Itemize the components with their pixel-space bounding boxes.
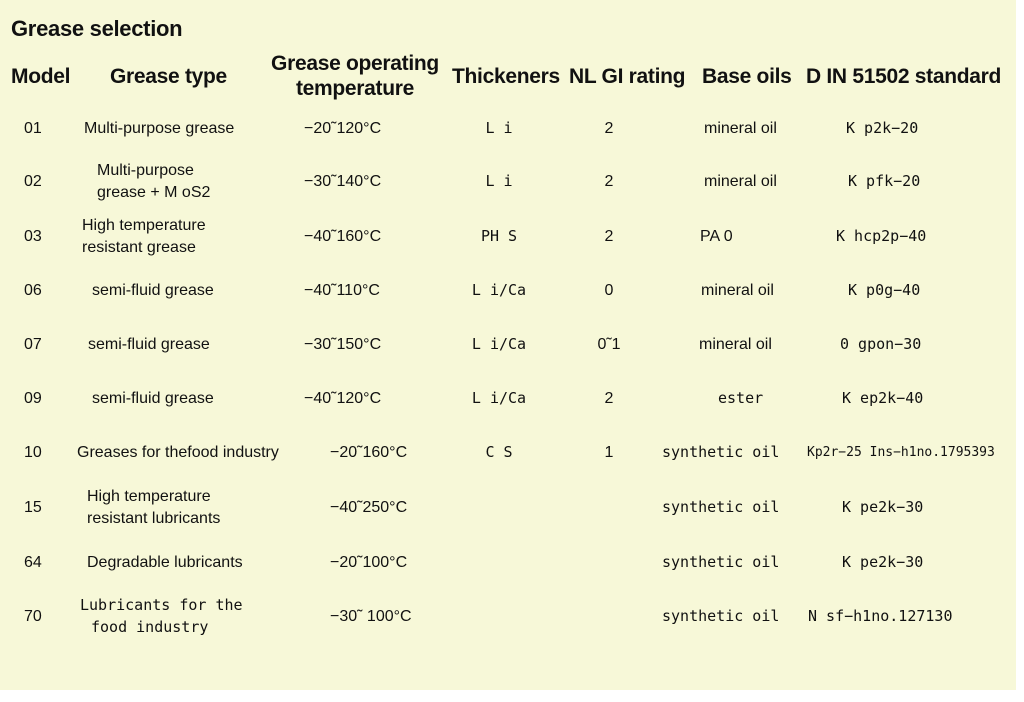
cell-grease-type: Multi-purpose xyxy=(97,162,194,179)
page-border-right xyxy=(1016,0,1024,702)
cell-model: 01 xyxy=(24,120,42,137)
cell-nlgi-rating: 2 xyxy=(604,173,614,190)
cell-model: 06 xyxy=(24,282,42,299)
page-border-bottom xyxy=(0,690,1024,702)
cell-din-standard: Kp2r−25 Ins−h1no.1795393 xyxy=(807,445,995,460)
cell-grease-type: food industry xyxy=(91,618,209,636)
cell-grease-type: resistant grease xyxy=(82,239,196,256)
cell-thickener: L i/Ca xyxy=(471,389,527,407)
cell-grease-type: High temperature xyxy=(82,217,206,234)
header-base-oils: Base oils xyxy=(702,65,792,88)
cell-nlgi-rating: 0 xyxy=(604,282,614,299)
cell-temperature: −20˜100°C xyxy=(330,554,408,571)
cell-thickener: L i xyxy=(485,172,513,190)
header-operating-temperature: Grease operating temperature xyxy=(268,51,442,101)
cell-din-standard: K pfk−20 xyxy=(848,172,921,190)
header-nlgi-rating: NL GI rating xyxy=(569,65,686,88)
cell-nlgi-rating: 2 xyxy=(604,120,614,137)
cell-grease-type: Degradable lubricants xyxy=(87,554,243,571)
cell-thickener: PH S xyxy=(480,227,518,245)
cell-temperature: −30˜140°C xyxy=(304,173,382,190)
cell-temperature: −20˜160°C xyxy=(330,444,408,461)
cell-model: 70 xyxy=(24,608,42,625)
cell-model: 07 xyxy=(24,336,42,353)
cell-thickener: L i/Ca xyxy=(471,281,527,299)
cell-nlgi-rating: 2 xyxy=(604,228,614,245)
cell-base-oil: synthetic oil xyxy=(662,607,780,625)
cell-model: 64 xyxy=(24,554,42,571)
cell-grease-type: resistant lubricants xyxy=(87,510,221,527)
cell-grease-type: semi-fluid grease xyxy=(92,282,214,299)
cell-base-oil: ester xyxy=(718,389,764,407)
header-thickeners: Thickeners xyxy=(452,65,560,88)
cell-grease-type: High temperature xyxy=(87,488,211,505)
cell-model: 09 xyxy=(24,390,42,407)
cell-din-standard: K p0g−40 xyxy=(848,281,921,299)
header-operating-temperature-line2: temperature xyxy=(295,77,415,100)
header-model: Model xyxy=(11,65,71,88)
page-title: Grease selection xyxy=(11,16,183,41)
cell-din-standard: K pe2k−30 xyxy=(842,498,924,516)
cell-model: 10 xyxy=(24,444,42,461)
cell-model: 02 xyxy=(24,173,42,190)
cell-base-oil: mineral oil xyxy=(699,336,772,353)
header-din-standard: D IN 51502 standard xyxy=(806,65,1002,88)
cell-grease-type: grease + M oS2 xyxy=(97,184,211,201)
cell-din-standard: 0 gpon−30 xyxy=(840,335,922,353)
cell-temperature: −40˜160°C xyxy=(304,228,382,245)
page-background xyxy=(0,0,1016,690)
cell-grease-type: semi-fluid grease xyxy=(88,336,210,353)
cell-din-standard: K hcp2p−40 xyxy=(836,227,927,245)
cell-thickener: C S xyxy=(485,443,513,461)
cell-model: 03 xyxy=(24,228,42,245)
cell-nlgi-rating: 2 xyxy=(604,390,614,407)
cell-din-standard: K p2k−20 xyxy=(846,119,919,137)
cell-base-oil: synthetic oil xyxy=(662,553,780,571)
cell-base-oil: mineral oil xyxy=(704,120,777,137)
cell-base-oil: synthetic oil xyxy=(662,498,780,516)
cell-din-standard: K ep2k−40 xyxy=(842,389,924,407)
cell-base-oil: synthetic oil xyxy=(662,443,780,461)
header-operating-temperature-line1: Grease operating xyxy=(271,52,439,75)
cell-temperature: −40˜250°C xyxy=(330,499,408,516)
cell-din-standard: K pe2k−30 xyxy=(842,553,924,571)
cell-grease-type: Lubricants for the xyxy=(80,596,243,614)
cell-temperature: −30˜150°C xyxy=(304,336,382,353)
cell-temperature: −40˜120°C xyxy=(304,390,382,407)
cell-nlgi-rating: 1 xyxy=(604,444,614,461)
cell-din-standard: N sf−h1no.127130 xyxy=(808,607,953,625)
cell-model: 15 xyxy=(24,499,42,516)
cell-temperature: −20˜120°C xyxy=(304,120,382,137)
cell-base-oil: PA 0 xyxy=(700,228,733,245)
cell-base-oil: mineral oil xyxy=(701,282,774,299)
cell-grease-type: semi-fluid grease xyxy=(92,390,214,407)
cell-thickener: L i/Ca xyxy=(471,335,527,353)
cell-base-oil: mineral oil xyxy=(704,173,777,190)
cell-nlgi-rating: 0˜1 xyxy=(597,336,621,353)
cell-temperature: −40˜110°C xyxy=(304,282,380,299)
cell-thickener: L i xyxy=(485,119,513,137)
cell-temperature: −30˜ 100°C xyxy=(330,608,412,625)
cell-grease-type: Greases for thefood industry xyxy=(77,444,279,461)
header-grease-type: Grease type xyxy=(110,65,227,88)
cell-grease-type: Multi-purpose grease xyxy=(84,120,235,137)
